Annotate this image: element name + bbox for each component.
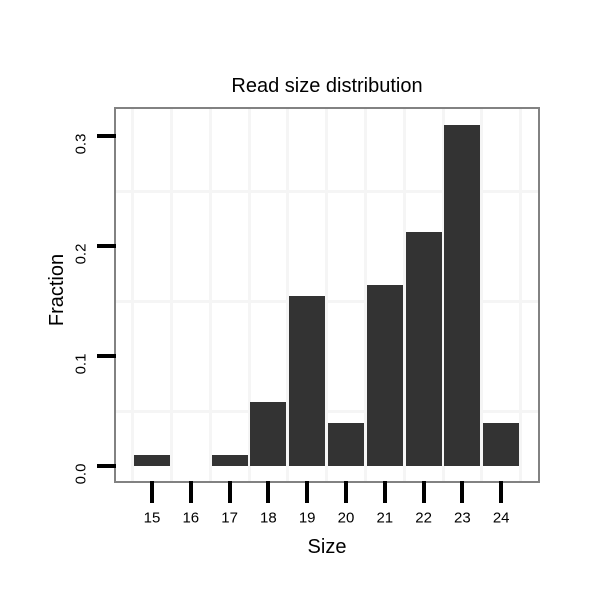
y-tick-0.3 (97, 134, 116, 138)
bar-17 (211, 455, 248, 466)
x-tick-label-23: 23 (454, 509, 471, 527)
plot-panel (114, 107, 540, 483)
x-tick-label-21: 21 (376, 509, 394, 527)
x-tick-label-17: 17 (221, 509, 238, 527)
x-tick-label-22: 22 (415, 509, 432, 527)
v-gridline (402, 109, 406, 481)
x-tick-18 (266, 481, 271, 503)
bar-19 (289, 295, 326, 466)
x-tick-label-16: 16 (182, 509, 200, 527)
x-tick-label-24: 24 (492, 509, 510, 527)
bar-24 (483, 423, 520, 466)
bar-15 (134, 455, 170, 466)
x-tick-22 (421, 481, 426, 503)
x-tick-15 (150, 481, 154, 503)
y-tick-label-0.0: 0.0 (72, 463, 90, 485)
y-axis-title-text: Fraction (46, 253, 68, 327)
y-tick-0.1 (97, 354, 116, 358)
y-tick-0.2 (97, 244, 116, 248)
v-gridline (519, 109, 523, 481)
bar-21 (366, 284, 403, 466)
x-tick-label-15: 15 (143, 509, 161, 527)
v-gridline (286, 109, 290, 481)
x-tick-label-18: 18 (260, 509, 277, 527)
x-axis-title: Size (307, 536, 347, 558)
y-tick-label-0.3: 0.3 (72, 133, 90, 155)
h-gridline (116, 299, 538, 303)
v-gridline (325, 109, 329, 481)
y-tick-label-0.2: 0.2 (72, 243, 90, 265)
x-tick-23 (460, 481, 465, 503)
h-gridline (116, 189, 538, 193)
v-gridline (480, 109, 484, 481)
v-gridline (247, 109, 251, 481)
x-tick-label-20: 20 (337, 509, 355, 527)
x-tick-16 (188, 481, 193, 503)
y-tick-0.0 (97, 464, 116, 468)
bar-20 (328, 423, 364, 466)
x-tick-17 (227, 481, 232, 503)
x-tick-19 (305, 481, 310, 503)
v-gridline (208, 109, 212, 481)
y-tick-label-0.1: 0.1 (72, 353, 90, 375)
bar-23 (444, 125, 481, 466)
h-gridline (116, 409, 538, 413)
v-gridline (363, 109, 367, 481)
v-gridline (131, 109, 135, 481)
x-tick-21 (382, 481, 387, 503)
chart-title: Read size distribution (231, 75, 423, 97)
bar-22 (405, 231, 442, 466)
x-tick-20 (344, 481, 348, 503)
v-gridline (169, 109, 173, 481)
v-gridline (441, 109, 445, 481)
bar-18 (250, 402, 287, 466)
x-tick-label-19: 19 (298, 509, 316, 527)
x-tick-24 (499, 481, 504, 503)
